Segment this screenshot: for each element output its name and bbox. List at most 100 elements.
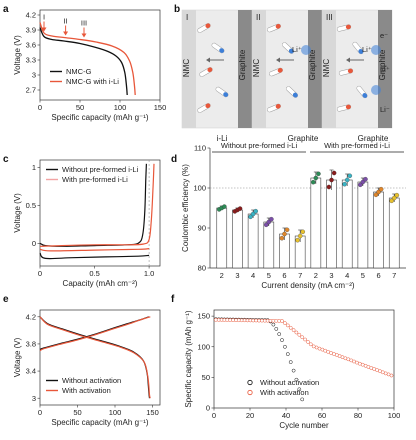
data-point: [329, 177, 334, 183]
data-point: [308, 342, 313, 347]
capsule-tip: [223, 92, 229, 97]
y-axis-label: Voltage (V): [13, 337, 22, 377]
schematic-title: I: [186, 13, 188, 22]
panel-f: f 0 20 40 60 80 100 0 50 100 150 Cycle number Specif…: [171, 294, 400, 430]
x-tick-label: 100: [114, 103, 127, 112]
data-point: [263, 222, 269, 228]
data-point: [294, 377, 299, 382]
data-point: [285, 323, 290, 328]
bar: [216, 207, 228, 269]
plot-frame: [39, 9, 161, 101]
data-point: [295, 237, 300, 243]
legend-label: Without pre-formed i-Li: [62, 165, 139, 174]
li-plus-label: Li⁺: [380, 65, 390, 74]
data-point: [316, 171, 321, 177]
y-tick-label: 3.3: [26, 56, 36, 65]
graphite-label: Graphite: [378, 49, 387, 80]
schematic-2: NMC Graphite II Li⁺: [251, 9, 323, 129]
x-tick-label: 6: [376, 271, 380, 280]
y-axis-label: Voltage (V): [13, 193, 22, 233]
y-tick-label: 0.5: [26, 201, 36, 210]
capsule-tip: [345, 24, 351, 30]
panel-e: e 0 50 100 150 3 3.4 3.8 4.2 Specific capacity (m…: [3, 294, 161, 427]
x-tick-label: 150: [154, 103, 167, 112]
data-point: [274, 327, 279, 331]
bar: [247, 213, 259, 269]
graphite-label: Graphite: [308, 49, 317, 80]
data-point: [313, 175, 319, 181]
data-point: [284, 227, 290, 233]
graphite-electrode: [308, 10, 322, 128]
y-tick-label: 50: [202, 373, 210, 382]
nmc-electrode: [322, 10, 336, 128]
y-tick-label: 3.6: [26, 41, 36, 50]
x-axis-label: Current density (mA cm⁻²): [261, 281, 354, 290]
capsule: [199, 67, 213, 77]
series-line: [39, 22, 136, 96]
arrow-label: I: [43, 13, 45, 22]
capsule-tip: [347, 68, 353, 74]
schematic-title: III: [326, 13, 333, 22]
x-axis-label: Specific capacity (mAh g⁻¹): [51, 418, 148, 427]
data-point: [291, 368, 296, 373]
data-point: [297, 332, 302, 337]
data-point: [288, 360, 293, 364]
x-tick-label: 5: [361, 271, 365, 280]
data-point: [300, 397, 305, 402]
panel-a: a 0 50 100 150 2.7 3 3.3 3.6 3.9 4.2 Specific capac…: [3, 4, 166, 122]
lithium-glow: [371, 85, 381, 95]
y-tick-label: 1: [32, 163, 36, 172]
data-point: [373, 192, 379, 198]
capsule: [282, 42, 294, 54]
capsule: [215, 86, 229, 98]
data-point: [279, 235, 285, 241]
data-point: [389, 198, 394, 204]
schematic-1: NMC Graphite I: [181, 9, 253, 129]
series-line: [39, 248, 150, 252]
electron-label: e⁻: [380, 31, 388, 40]
flow-arrow-head: [206, 57, 210, 63]
bar: [310, 177, 322, 269]
x-axis-label: Specific capacity (mAh g⁻¹): [51, 113, 148, 122]
legend-label: Without activation: [62, 376, 121, 385]
x-tick-label: 0: [38, 103, 42, 112]
graphite-caption: Graphite: [358, 134, 389, 143]
schematic-title: II: [256, 13, 260, 22]
capsule-tip: [275, 104, 281, 109]
bar: [326, 179, 337, 269]
capsule-tip: [219, 48, 225, 53]
data-point: [389, 373, 394, 378]
capsule-tip: [277, 68, 283, 73]
ili-label: i-Li: [217, 134, 228, 143]
y-axis-label: Coulombic efficiency (%): [181, 164, 190, 252]
arrow-head: [41, 27, 47, 32]
graphite-label: Graphite: [238, 49, 247, 80]
data-point: [303, 337, 307, 342]
x-tick-label: 100: [109, 408, 122, 417]
series-line: [39, 316, 151, 352]
li-label: Li⁺: [292, 45, 302, 54]
capsule: [197, 103, 211, 113]
data-point: [269, 216, 274, 222]
capsule: [336, 104, 352, 112]
arrow-head: [81, 33, 87, 38]
bar: [263, 221, 275, 269]
data-point: [285, 352, 290, 356]
data-point: [394, 192, 400, 198]
x-axis-label: Cycle number: [279, 421, 329, 430]
panel-letter: b: [174, 4, 180, 15]
data-point: [326, 184, 332, 190]
data-point: [347, 173, 353, 179]
nmc-label: NMC: [322, 59, 331, 77]
capsule: [197, 23, 211, 33]
plot-frame: [39, 159, 161, 267]
capsule: [267, 103, 281, 113]
x-tick-label: 2: [314, 271, 318, 280]
panel-letter: a: [3, 4, 9, 15]
x-tick-label: 100: [388, 411, 401, 420]
plot-frame: [213, 309, 395, 409]
legend-marker: [247, 379, 253, 386]
y-tick-label: 150: [197, 312, 210, 321]
y-tick-label: 3.8: [26, 340, 36, 349]
